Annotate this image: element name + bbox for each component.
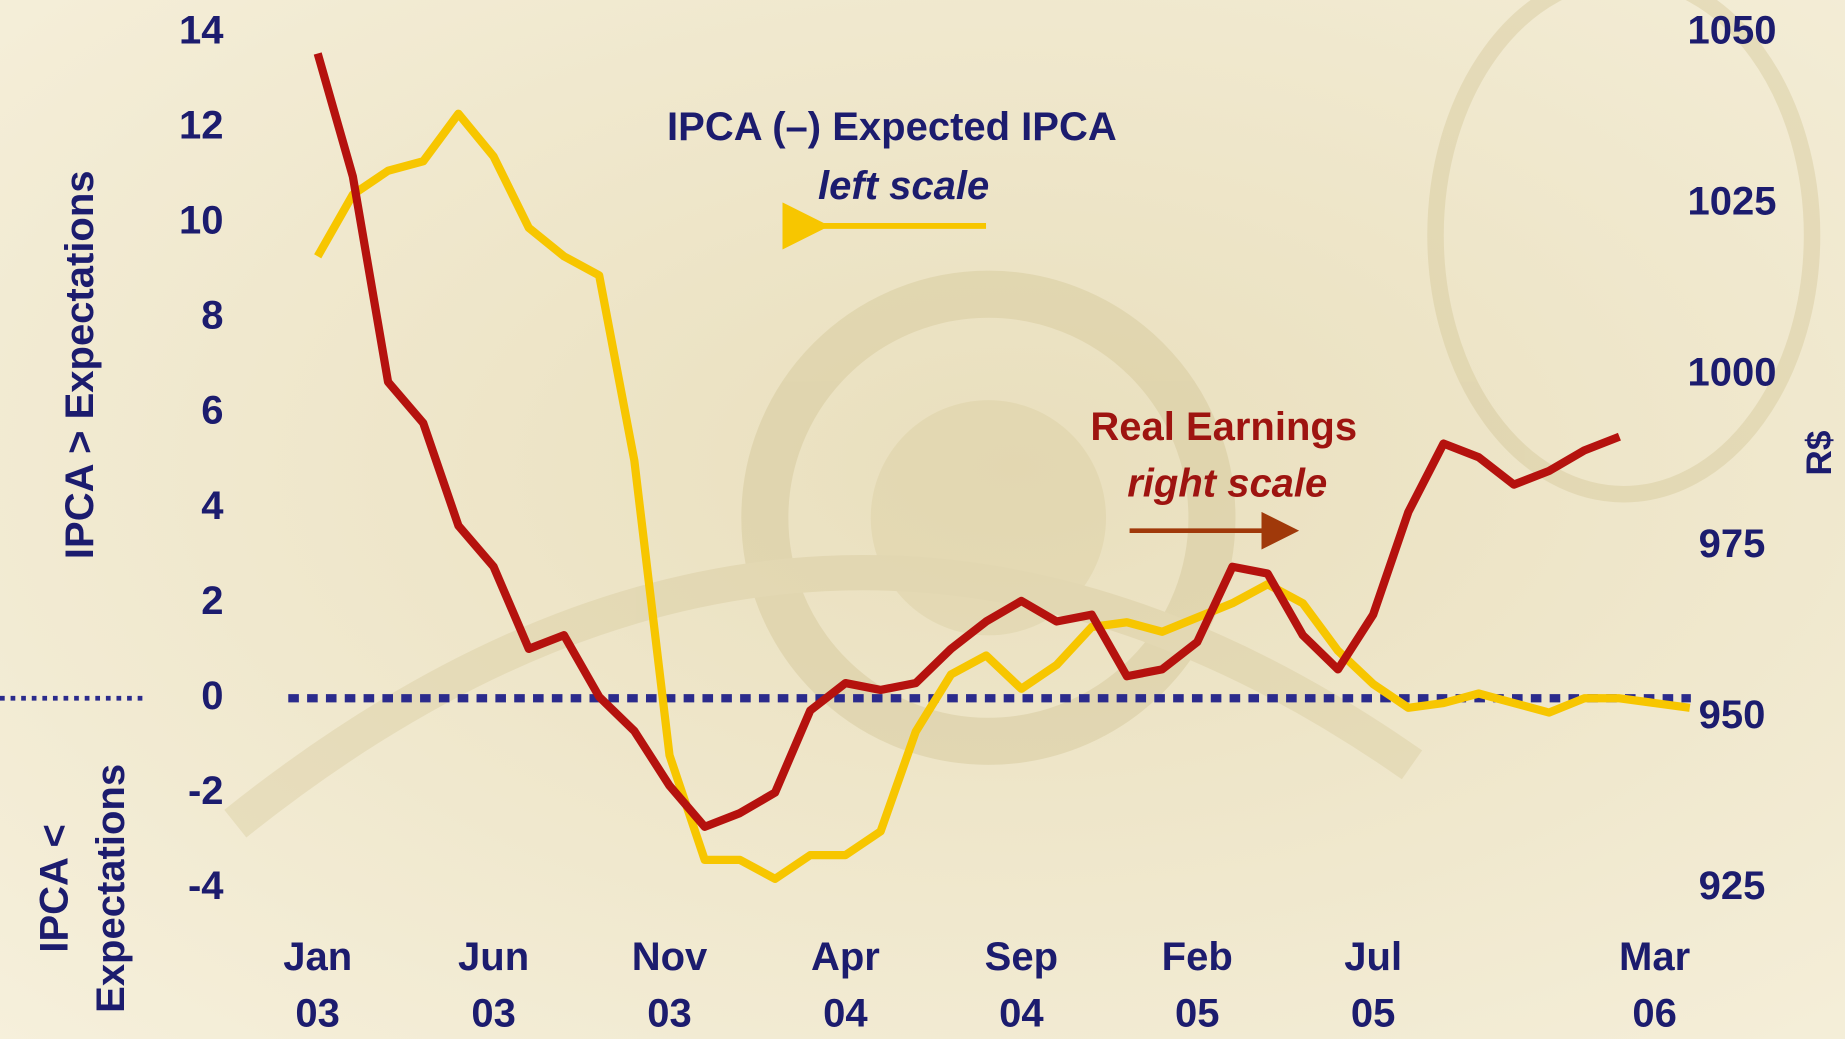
page: {"chart_data": { "type": "line", "catego… <box>0 0 1845 1039</box>
chart: IPCA > Expectations R$ IPCA (–) Expected… <box>0 0 1845 1039</box>
y2-tick-label: 1025 <box>1688 180 1777 224</box>
y2-tick-label: 1000 <box>1688 351 1777 395</box>
y-tick-label: 10 <box>179 199 223 243</box>
y-tick-label: -4 <box>188 864 224 908</box>
y-tick-label: 12 <box>179 104 223 148</box>
y2-axis-label: R$ <box>1800 430 1839 475</box>
y-tick-label: -2 <box>188 769 224 813</box>
y-tick-label: 0 <box>201 674 223 718</box>
y-axis-label: IPCA > Expectations <box>58 170 102 559</box>
y2-tick-label: 925 <box>1699 864 1766 908</box>
y-tick-label: 14 <box>179 9 224 53</box>
y2-tick-label: 1050 <box>1688 9 1777 53</box>
y-tick-label: 8 <box>201 294 223 338</box>
y2-tick-label: 975 <box>1699 522 1766 566</box>
annotation: right scale <box>1127 462 1327 506</box>
annotation: IPCA (–) Expected IPCA <box>667 105 1117 149</box>
annotation: Real Earnings <box>1090 405 1357 449</box>
y-tick-label: 2 <box>201 579 223 623</box>
y-tick-label: 6 <box>201 389 223 433</box>
annotation: left scale <box>818 164 989 208</box>
y-tick-label: 4 <box>201 484 224 528</box>
y2-tick-label: 950 <box>1699 693 1766 737</box>
